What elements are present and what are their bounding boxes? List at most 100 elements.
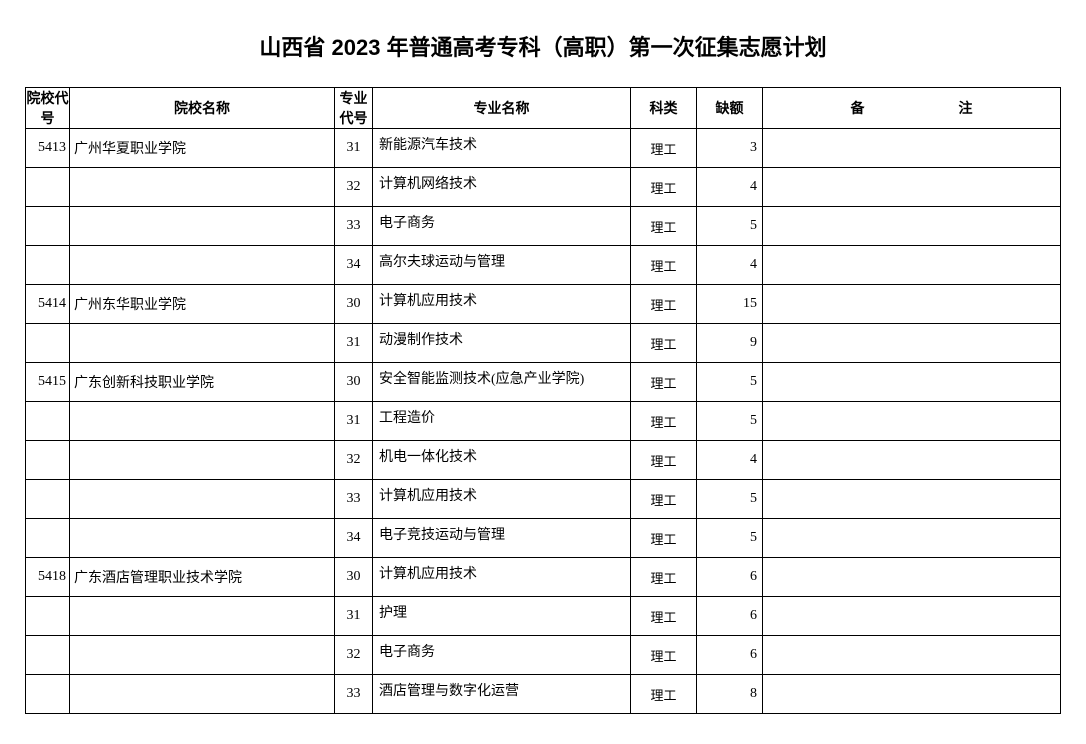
cell-school-code: 5413 <box>26 129 70 168</box>
header-school-code: 院校代号 <box>26 88 70 129</box>
cell-vacancy: 5 <box>697 363 763 402</box>
cell-major-code: 31 <box>335 129 373 168</box>
cell-note <box>763 636 1061 675</box>
table-row: 31动漫制作技术理工9 <box>26 324 1061 363</box>
cell-school-code <box>26 324 70 363</box>
cell-note <box>763 324 1061 363</box>
cell-category: 理工 <box>631 675 697 714</box>
cell-major-code: 31 <box>335 324 373 363</box>
cell-school-name <box>70 402 335 441</box>
table-row: 5418广东酒店管理职业技术学院30计算机应用技术理工6 <box>26 558 1061 597</box>
cell-vacancy: 3 <box>697 129 763 168</box>
cell-major-name: 计算机应用技术 <box>373 480 631 519</box>
cell-school-code <box>26 441 70 480</box>
cell-major-name: 计算机应用技术 <box>373 558 631 597</box>
cell-school-name <box>70 636 335 675</box>
cell-school-name: 广东创新科技职业学院 <box>70 363 335 402</box>
cell-vacancy: 4 <box>697 168 763 207</box>
cell-school-code <box>26 675 70 714</box>
cell-school-code: 5418 <box>26 558 70 597</box>
cell-major-name: 电子商务 <box>373 636 631 675</box>
cell-major-name: 酒店管理与数字化运营 <box>373 675 631 714</box>
header-note: 备 注 <box>763 88 1061 129</box>
cell-school-name: 广东酒店管理职业技术学院 <box>70 558 335 597</box>
cell-school-code <box>26 168 70 207</box>
header-vacancy: 缺额 <box>697 88 763 129</box>
cell-school-name <box>70 519 335 558</box>
table-row: 33酒店管理与数字化运营理工8 <box>26 675 1061 714</box>
cell-category: 理工 <box>631 246 697 285</box>
header-school-name: 院校名称 <box>70 88 335 129</box>
cell-category: 理工 <box>631 129 697 168</box>
cell-school-code <box>26 519 70 558</box>
cell-note <box>763 441 1061 480</box>
cell-category: 理工 <box>631 519 697 558</box>
cell-major-code: 32 <box>335 441 373 480</box>
cell-school-name <box>70 324 335 363</box>
cell-school-name <box>70 597 335 636</box>
cell-note <box>763 246 1061 285</box>
cell-major-code: 32 <box>335 636 373 675</box>
cell-major-code: 30 <box>335 558 373 597</box>
cell-vacancy: 9 <box>697 324 763 363</box>
cell-major-code: 34 <box>335 519 373 558</box>
table-row: 32电子商务理工6 <box>26 636 1061 675</box>
cell-school-code <box>26 480 70 519</box>
cell-vacancy: 4 <box>697 441 763 480</box>
cell-category: 理工 <box>631 480 697 519</box>
cell-category: 理工 <box>631 558 697 597</box>
cell-vacancy: 15 <box>697 285 763 324</box>
cell-major-name: 工程造价 <box>373 402 631 441</box>
cell-major-name: 计算机应用技术 <box>373 285 631 324</box>
table-row: 34电子竞技运动与管理理工5 <box>26 519 1061 558</box>
table-row: 34高尔夫球运动与管理理工4 <box>26 246 1061 285</box>
table-row: 33计算机应用技术理工5 <box>26 480 1061 519</box>
cell-category: 理工 <box>631 363 697 402</box>
table-row: 31工程造价理工5 <box>26 402 1061 441</box>
cell-major-code: 30 <box>335 285 373 324</box>
cell-note <box>763 402 1061 441</box>
cell-school-name <box>70 441 335 480</box>
cell-major-code: 30 <box>335 363 373 402</box>
cell-note <box>763 285 1061 324</box>
cell-major-name: 新能源汽车技术 <box>373 129 631 168</box>
cell-vacancy: 5 <box>697 519 763 558</box>
cell-major-code: 33 <box>335 675 373 714</box>
cell-vacancy: 5 <box>697 480 763 519</box>
table-row: 5413广州华夏职业学院31新能源汽车技术理工3 <box>26 129 1061 168</box>
page-title: 山西省 2023 年普通高考专科（高职）第一次征集志愿计划 <box>25 30 1061 62</box>
cell-major-name: 计算机网络技术 <box>373 168 631 207</box>
cell-major-code: 32 <box>335 168 373 207</box>
cell-school-name <box>70 207 335 246</box>
cell-note <box>763 519 1061 558</box>
cell-major-name: 护理 <box>373 597 631 636</box>
cell-school-code: 5414 <box>26 285 70 324</box>
cell-major-name: 高尔夫球运动与管理 <box>373 246 631 285</box>
cell-major-code: 33 <box>335 480 373 519</box>
cell-category: 理工 <box>631 441 697 480</box>
cell-note <box>763 597 1061 636</box>
table-header-row: 院校代号 院校名称 专业代号 专业名称 科类 缺额 备 注 <box>26 88 1061 129</box>
header-category: 科类 <box>631 88 697 129</box>
cell-category: 理工 <box>631 207 697 246</box>
cell-category: 理工 <box>631 402 697 441</box>
cell-school-code <box>26 246 70 285</box>
cell-major-code: 34 <box>335 246 373 285</box>
cell-major-name: 安全智能监测技术(应急产业学院) <box>373 363 631 402</box>
cell-note <box>763 168 1061 207</box>
cell-note <box>763 675 1061 714</box>
cell-major-code: 33 <box>335 207 373 246</box>
cell-category: 理工 <box>631 285 697 324</box>
cell-note <box>763 558 1061 597</box>
cell-school-name: 广州东华职业学院 <box>70 285 335 324</box>
cell-vacancy: 4 <box>697 246 763 285</box>
cell-major-code: 31 <box>335 597 373 636</box>
cell-note <box>763 207 1061 246</box>
cell-category: 理工 <box>631 324 697 363</box>
cell-major-name: 动漫制作技术 <box>373 324 631 363</box>
cell-vacancy: 6 <box>697 558 763 597</box>
cell-note <box>763 363 1061 402</box>
table-row: 31护理理工6 <box>26 597 1061 636</box>
cell-major-name: 电子竞技运动与管理 <box>373 519 631 558</box>
cell-major-code: 31 <box>335 402 373 441</box>
